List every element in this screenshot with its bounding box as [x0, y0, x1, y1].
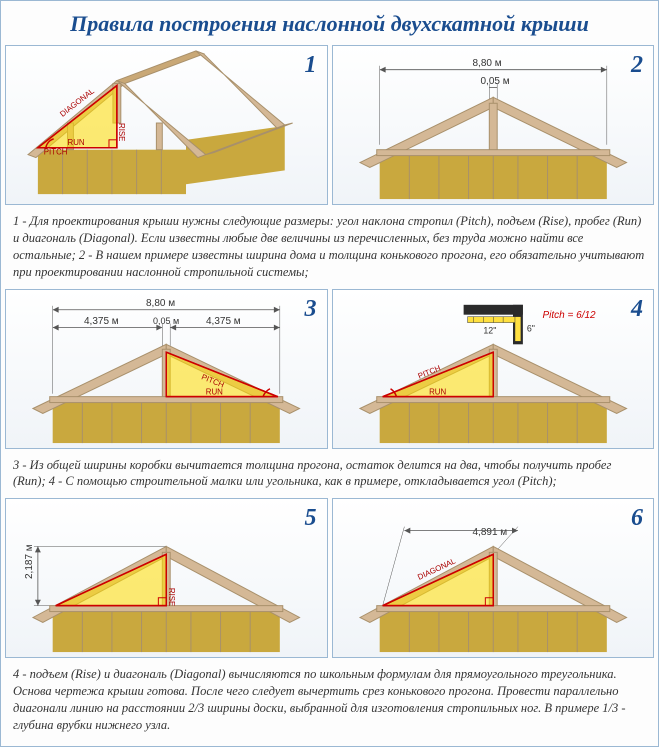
run-label-3: RUN — [206, 387, 223, 396]
infographic-container: Правила построения наслонной двухскатной… — [0, 0, 659, 747]
panel-number: 3 — [305, 296, 317, 323]
panel-3: 3 8,80 м 4,375 м 4,375 м 0,05 м — [5, 289, 328, 449]
svg-text:12": 12" — [483, 325, 496, 335]
roof-front-6: DIAGONAL — [333, 499, 654, 657]
panel-5: 5 2,187 м — [5, 498, 328, 658]
panel-number: 1 — [305, 52, 317, 79]
roof-front-3: PITCH RUN — [6, 290, 327, 448]
caption-1: 1 - Для проектирования крыши нужны следу… — [5, 209, 654, 289]
panel-4: 4 Pitch = 6/12 12" 6" — [332, 289, 655, 449]
panel-number: 5 — [305, 505, 317, 532]
roof-front-2 — [333, 46, 654, 204]
rise-label: RISE — [117, 123, 126, 141]
row-3: 5 2,187 м — [5, 498, 654, 658]
rise-label-5: RISE — [167, 588, 176, 606]
roof-front-5: RISE — [6, 499, 327, 657]
row-1: 1 — [5, 45, 654, 205]
caption-3: 4 - подъем (Rise) и диагональ (Diagonal)… — [5, 662, 654, 742]
row-2: 3 8,80 м 4,375 м 4,375 м 0,05 м — [5, 289, 654, 449]
panel-1: 1 — [5, 45, 328, 205]
panel-2: 2 8,80 м 0,05 м — [332, 45, 655, 205]
panel-number: 2 — [631, 52, 643, 79]
run-label: RUN — [68, 138, 85, 147]
main-title: Правила построения наслонной двухскатной… — [5, 5, 654, 45]
panel-number: 4 — [631, 296, 643, 323]
svg-text:6": 6" — [526, 323, 534, 333]
pitch-label-3d: PITCH — [44, 148, 68, 157]
roof-3d-diagram: DIAGONAL RISE RUN PITCH — [6, 46, 327, 204]
roof-front-4: 12" 6" — [333, 290, 654, 448]
panel-number: 6 — [631, 505, 643, 532]
run-label-4: RUN — [429, 387, 446, 396]
caption-2: 3 - Из общей ширины коробки вычитается т… — [5, 453, 654, 499]
panel-6: 6 4,891 м — [332, 498, 655, 658]
